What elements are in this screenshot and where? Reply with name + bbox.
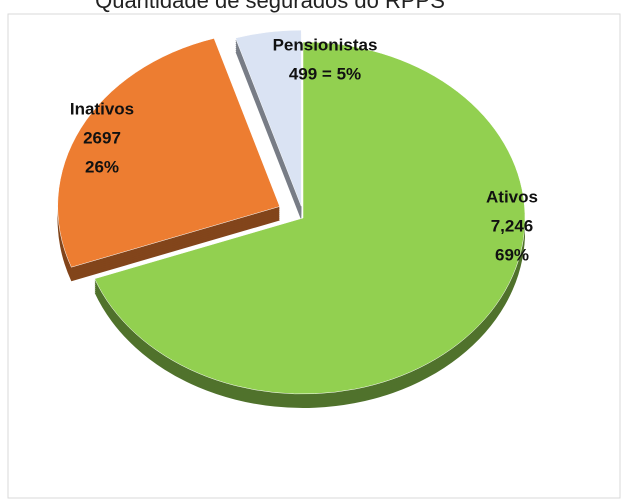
slice bbox=[57, 38, 281, 268]
slice bbox=[235, 29, 302, 207]
percent-label: 26% bbox=[85, 157, 119, 176]
slice-label: Inativos bbox=[70, 99, 134, 118]
value-label: 7,246 bbox=[491, 216, 534, 235]
value-label: 2697 bbox=[83, 128, 121, 147]
value-label: 499 = 5% bbox=[289, 64, 361, 83]
percent-label: 69% bbox=[495, 245, 529, 264]
chart-title: Quantidade de segurados do RPPS bbox=[95, 0, 445, 13]
slice-label: Ativos bbox=[486, 187, 538, 206]
slice bbox=[94, 41, 526, 395]
slice-label: Pensionistas bbox=[273, 35, 378, 54]
